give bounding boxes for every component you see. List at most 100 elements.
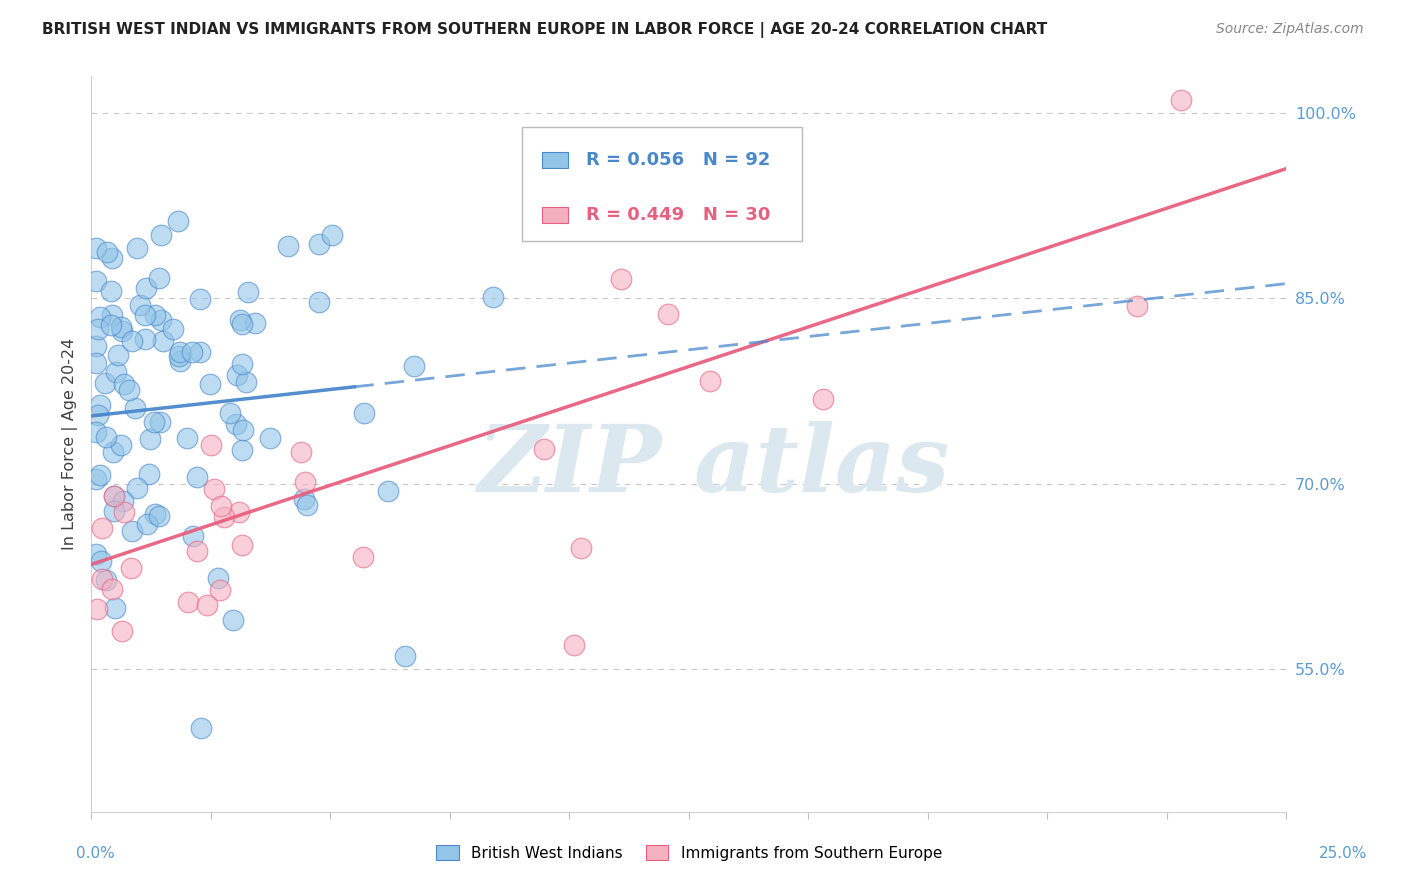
Point [111, 324, 134, 338]
Point [225, 417, 247, 431]
Point [111, 493, 134, 508]
Point [103, 504, 125, 518]
Point [129, 298, 152, 312]
Point [134, 332, 156, 346]
Point [231, 357, 253, 371]
Point [87, 408, 110, 422]
Point [84, 472, 107, 486]
Point [177, 595, 200, 609]
Point [142, 416, 165, 430]
Point [214, 509, 236, 524]
Point [699, 374, 721, 388]
Point [94, 376, 117, 391]
Point [101, 444, 124, 458]
Point [90, 521, 112, 535]
Point [112, 505, 135, 519]
Point [101, 308, 124, 322]
Point [121, 334, 143, 349]
Point [148, 270, 170, 285]
Point [100, 285, 122, 299]
Point [209, 500, 232, 514]
Point [181, 528, 204, 542]
Point [569, 541, 592, 556]
Text: ZIP atlas: ZIP atlas [477, 421, 949, 511]
Point [236, 285, 259, 299]
Point [231, 443, 253, 458]
Point [190, 345, 212, 359]
Point [222, 613, 245, 627]
Point [207, 571, 229, 585]
Text: Source: ZipAtlas.com: Source: ZipAtlas.com [1216, 22, 1364, 37]
Point [89, 310, 111, 324]
Point [533, 442, 555, 456]
Point [169, 353, 191, 368]
Bar [541, 207, 568, 223]
Point [176, 431, 198, 445]
Point [84, 274, 107, 288]
Y-axis label: In Labor Force | Age 20-24: In Labor Force | Age 20-24 [62, 338, 77, 549]
Point [245, 316, 267, 330]
Point [84, 547, 107, 561]
Point [232, 423, 254, 437]
Point [226, 368, 249, 383]
Point [96, 245, 118, 260]
Point [101, 582, 124, 597]
Point [162, 322, 184, 336]
Point [152, 334, 174, 348]
Point [125, 241, 148, 255]
Point [308, 295, 330, 310]
Point [209, 583, 232, 598]
Point [190, 721, 212, 735]
Point [105, 366, 128, 380]
Point [135, 281, 157, 295]
Point [292, 492, 315, 507]
Point [90, 554, 112, 568]
Point [84, 356, 107, 370]
Point [204, 482, 226, 496]
Point [110, 320, 132, 334]
Point [377, 483, 399, 498]
Bar [541, 152, 568, 168]
Point [139, 432, 162, 446]
FancyBboxPatch shape [522, 128, 803, 242]
Point [110, 438, 132, 452]
Point [169, 345, 191, 359]
Point [90, 572, 112, 586]
Point [394, 648, 416, 663]
Point [84, 339, 107, 353]
Point [277, 239, 299, 253]
Point [1170, 93, 1192, 107]
Point [562, 638, 585, 652]
Point [231, 538, 253, 552]
Point [143, 507, 166, 521]
Point [1126, 299, 1149, 313]
Point [231, 318, 253, 332]
Point [200, 438, 222, 452]
Point [198, 376, 221, 391]
Point [134, 308, 156, 322]
Text: R = 0.449   N = 30: R = 0.449 N = 30 [586, 206, 770, 224]
Text: BRITISH WEST INDIAN VS IMMIGRANTS FROM SOUTHERN EUROPE IN LABOR FORCE | AGE 20-2: BRITISH WEST INDIAN VS IMMIGRANTS FROM S… [42, 22, 1047, 38]
Point [308, 236, 330, 251]
Point [186, 470, 208, 484]
Point [84, 425, 107, 439]
Point [353, 406, 375, 420]
Point [482, 290, 505, 304]
Point [87, 322, 110, 336]
Point [103, 489, 125, 503]
Point [96, 573, 118, 587]
Point [103, 489, 125, 503]
Point [290, 445, 312, 459]
Point [101, 251, 124, 265]
Point [167, 214, 190, 228]
Point [181, 345, 204, 359]
Point [94, 430, 117, 444]
Point [235, 376, 257, 390]
Text: R = 0.056   N = 92: R = 0.056 N = 92 [586, 151, 770, 169]
Point [145, 308, 167, 322]
Point [149, 228, 172, 243]
Point [811, 392, 834, 407]
Point [169, 349, 191, 363]
Point [136, 516, 159, 531]
Point [89, 398, 111, 412]
